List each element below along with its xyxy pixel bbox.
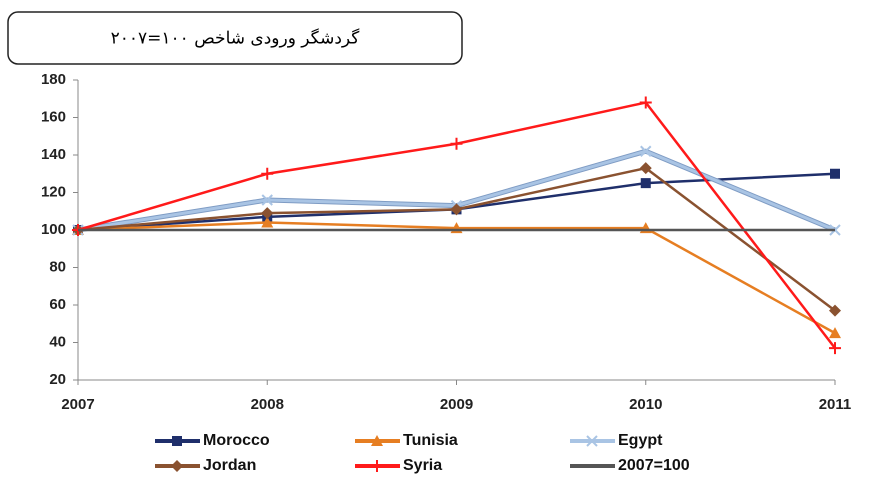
legend-marker xyxy=(586,435,598,447)
legend-marker xyxy=(172,436,182,446)
series-line xyxy=(77,221,836,335)
legend-label: Egypt xyxy=(618,432,663,449)
y-tick-label: 180 xyxy=(41,71,66,88)
series-line xyxy=(77,149,836,232)
data-point xyxy=(261,194,273,206)
title-box xyxy=(7,11,463,65)
data-point xyxy=(261,167,274,180)
legend-label: Syria xyxy=(403,457,442,474)
legend-marker xyxy=(371,435,383,446)
data-point xyxy=(639,162,652,175)
data-point xyxy=(261,207,274,220)
data-point xyxy=(829,327,841,339)
legend-marker xyxy=(371,460,383,472)
data-point xyxy=(829,342,841,355)
y-tick-label: 160 xyxy=(41,108,66,125)
series-line-outline xyxy=(77,148,836,233)
legend-label: 2007=100 xyxy=(618,457,690,474)
x-tick-label: 2007 xyxy=(61,396,94,413)
y-tick-label: 100 xyxy=(41,221,66,238)
y-tick-label: 120 xyxy=(41,183,66,200)
data-point xyxy=(829,304,841,317)
x-tick-label: 2008 xyxy=(251,396,284,413)
y-tick-label: 80 xyxy=(49,258,66,275)
data-point xyxy=(640,145,652,157)
legend-marker xyxy=(171,460,183,472)
y-tick-label: 40 xyxy=(49,333,66,350)
y-tick-label: 20 xyxy=(49,371,66,388)
data-point xyxy=(640,178,651,189)
legend-label: Jordan xyxy=(203,457,256,474)
data-point xyxy=(639,96,652,109)
y-tick-label: 60 xyxy=(49,296,66,313)
x-tick-label: 2011 xyxy=(819,396,852,413)
data-point xyxy=(450,137,463,150)
legend-label: Tunisia xyxy=(403,432,458,449)
x-tick-label: 2009 xyxy=(440,396,473,413)
x-tick-label: 2010 xyxy=(629,396,662,413)
y-tick-label: 140 xyxy=(41,146,66,163)
legend-label: Morocco xyxy=(203,432,270,449)
series-line xyxy=(77,166,836,312)
data-point xyxy=(830,168,840,179)
data-point xyxy=(450,203,463,216)
data-point xyxy=(261,216,274,228)
chart-title: گردشگر ورودی شاخص ۱۰۰=۲۰۰۷ xyxy=(111,28,361,49)
